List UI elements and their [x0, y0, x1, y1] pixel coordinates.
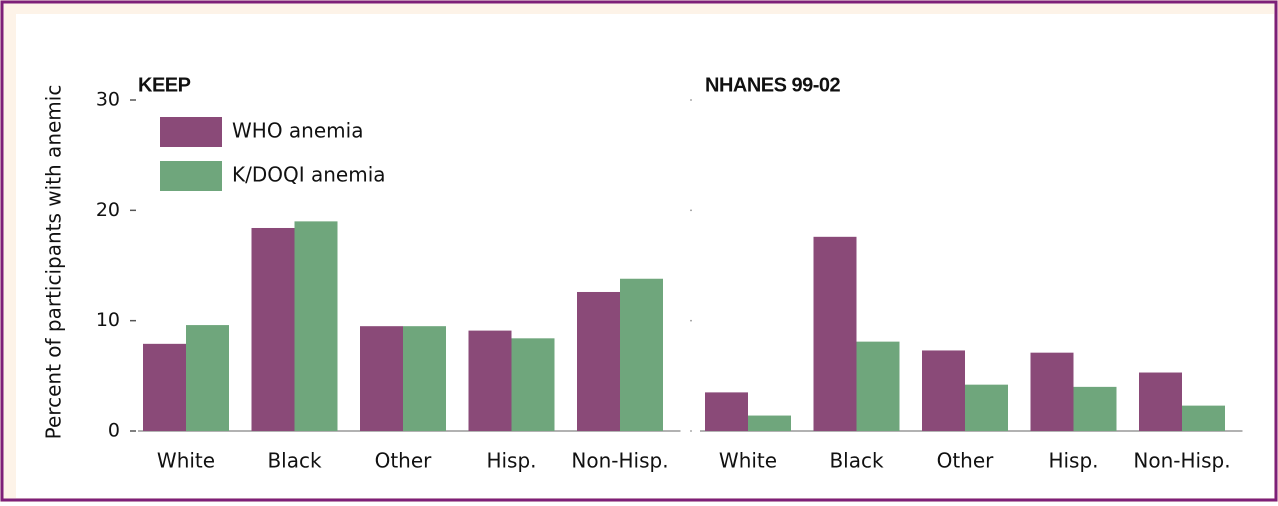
bar: [251, 227, 295, 431]
bar: [577, 291, 620, 431]
legend-label: WHO anemia: [232, 119, 363, 143]
x-tick-label: Hisp.: [1048, 449, 1098, 473]
bar: [620, 278, 663, 431]
x-tick-label: White: [157, 449, 215, 473]
x-tick-label: Black: [829, 449, 884, 473]
bar: [1030, 352, 1074, 431]
bar: [1073, 386, 1117, 431]
bar: [511, 338, 555, 431]
y-tick-label: 0: [108, 420, 120, 442]
legend-label: K/DOQI anemia: [232, 163, 386, 187]
x-tick-label: Non-Hisp.: [571, 449, 668, 473]
bar: [1182, 405, 1225, 431]
x-tick-label: White: [719, 449, 777, 473]
bar: [965, 384, 1008, 431]
bar: [186, 325, 229, 431]
panel-title: KEEP: [138, 74, 191, 96]
bar: [1139, 372, 1182, 431]
bar: [403, 326, 446, 431]
y-tick-label: 10: [96, 309, 120, 331]
bar: [856, 341, 900, 431]
x-tick-label: Black: [267, 449, 322, 473]
y-tick-label: 20: [96, 199, 120, 221]
x-tick-label: Other: [937, 449, 995, 473]
bar: [705, 392, 748, 431]
bar: [922, 350, 965, 431]
legend-swatch: [160, 161, 222, 191]
panel-title: NHANES 99-02: [705, 74, 841, 96]
bar: [294, 221, 338, 431]
bar: [468, 330, 512, 431]
x-tick-label: Hisp.: [486, 449, 536, 473]
x-tick-label: Other: [375, 449, 433, 473]
bar: [813, 236, 857, 431]
bar: [143, 343, 186, 431]
y-axis-label: Percent of participants with anemic: [42, 85, 66, 440]
bar: [748, 415, 791, 431]
y-tick-label: 30: [96, 89, 120, 111]
legend-swatch: [160, 117, 222, 147]
x-tick-label: Non-Hisp.: [1133, 449, 1230, 473]
bar: [360, 326, 403, 431]
